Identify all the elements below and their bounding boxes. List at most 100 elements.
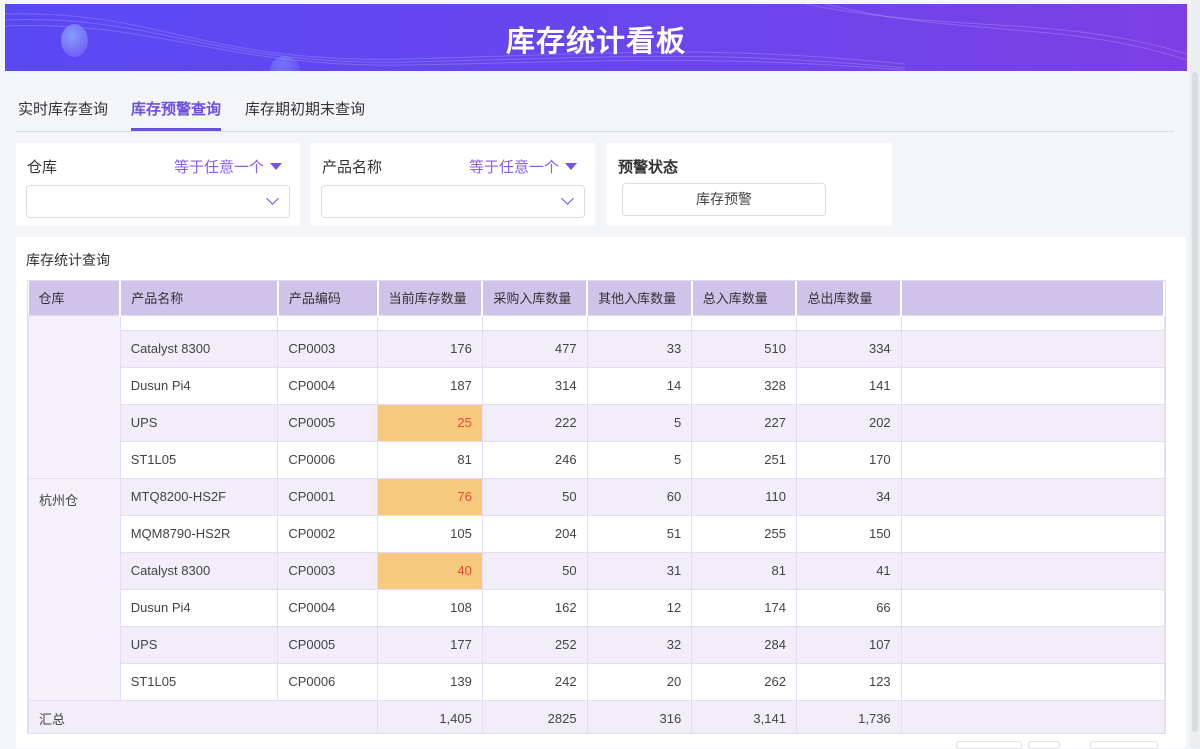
operator-label: 等于任意一个 <box>468 159 559 176</box>
product-name-cell: MQM8790-HS2R <box>119 514 279 553</box>
warehouse-filter: 仓库 等于任意一个 <box>16 143 300 226</box>
table-scroll-area[interactable]: 仓库 产品名称 产品编码 当前库存数量 采购入库数量 其他入库数量 总入库数量 总出库数量 C… <box>27 280 1166 734</box>
purchase-in-cell: 314 <box>481 366 588 405</box>
operator-label: 等于任意一个 <box>173 159 264 176</box>
table-row[interactable]: MQM8790-HS2R CP0002 105 204 51 255 150 <box>29 514 1165 553</box>
product-code-cell: CP0005 <box>277 403 379 442</box>
product-filter: 产品名称 等于任意一个 <box>311 143 595 226</box>
scrollbar-thumb[interactable] <box>1192 72 1198 732</box>
warehouse-select[interactable] <box>26 185 290 218</box>
column-header[interactable]: 仓库 <box>28 281 122 315</box>
warehouse-cell <box>28 314 121 479</box>
tab-period-stock[interactable]: 库存期初期末查询 <box>245 101 366 118</box>
other-in-cell: 51 <box>586 514 693 553</box>
current-stock-cell: 139 <box>377 662 483 701</box>
total-out-cell: 107 <box>795 625 902 664</box>
column-header[interactable]: 其他入库数量 <box>587 281 693 315</box>
product-name-cell: ST1L05 <box>119 662 279 701</box>
filler-cell <box>900 477 1165 516</box>
table-row[interactable]: UPS CP0005 25 222 5 227 202 <box>29 403 1165 442</box>
total-out-cell: 123 <box>795 662 902 701</box>
table-cell <box>119 314 279 331</box>
filter-label: 仓库 <box>27 159 58 176</box>
product-code-cell: CP0004 <box>277 588 379 627</box>
table-cell <box>377 314 483 331</box>
current-stock-cell: 76 <box>377 477 483 516</box>
column-header[interactable]: 产品编码 <box>277 281 379 315</box>
product-select[interactable] <box>321 185 585 218</box>
column-header[interactable]: 总入库数量 <box>691 281 798 315</box>
current-stock-cell: 176 <box>377 329 483 368</box>
table-row[interactable]: UPS CP0005 177 252 32 284 107 <box>29 625 1165 664</box>
total-in-cell: 110 <box>691 477 797 516</box>
column-header[interactable]: 采购入库数量 <box>482 281 589 315</box>
table-row[interactable]: Dusun Pi4 CP0004 187 314 14 328 141 <box>29 366 1165 405</box>
product-name-cell: Catalyst 8300 <box>119 551 279 590</box>
filler-cell <box>900 662 1165 701</box>
purchase-in-cell: 50 <box>481 551 588 590</box>
purchase-in-cell: 246 <box>481 440 588 479</box>
filler-cell <box>900 403 1165 442</box>
column-header[interactable]: 总出库数量 <box>796 281 903 315</box>
stock-table-panel: 库存统计查询 仓库 产品名称 产品编码 当前库存数量 采购入库数量 其他入库数量 总入库数量… <box>16 237 1186 748</box>
total-out-cell: 41 <box>795 551 902 590</box>
table-row[interactable]: Catalyst 8300 CP0003 176 477 33 510 334 <box>29 329 1165 368</box>
stock-alert-button[interactable]: 库存预警 <box>622 183 826 216</box>
filler-cell <box>900 588 1165 627</box>
wave-decoration <box>5 4 1187 71</box>
column-header[interactable]: 产品名称 <box>120 281 279 315</box>
column-header[interactable]: 当前库存数量 <box>377 281 484 315</box>
product-name-cell: ST1L05 <box>119 440 279 479</box>
other-in-cell: 5 <box>586 403 693 442</box>
table-row[interactable]: ST1L05 CP0006 81 246 5 251 170 <box>29 440 1165 479</box>
table-row[interactable]: Dusun Pi4 CP0004 108 162 12 174 66 <box>29 588 1165 627</box>
purchase-in-cell: 477 <box>481 329 588 368</box>
operator-dropdown[interactable]: 等于任意一个 <box>174 156 282 177</box>
purchase-in-cell: 252 <box>481 625 588 664</box>
tab-realtime-stock[interactable]: 实时库存查询 <box>18 101 109 118</box>
current-stock-cell: 187 <box>377 366 483 405</box>
summary-row: 汇总 1,405 2825 316 3,141 1,736 <box>28 699 1165 733</box>
chevron-down-icon <box>561 192 574 205</box>
filter-label: 预警状态 <box>618 159 679 176</box>
table-cell <box>691 314 797 331</box>
total-out-cell: 34 <box>795 477 902 516</box>
table-row[interactable]: 杭州仓 MTQ8200-HS2F CP0001 76 50 60 110 34 <box>28 477 1165 701</box>
bubble-decoration <box>61 24 88 57</box>
alert-status-filter: 预警状态 库存预警 <box>607 143 892 226</box>
current-stock-cell: 108 <box>377 588 483 627</box>
other-in-cell: 5 <box>586 440 693 479</box>
current-stock-cell: 25 <box>377 403 483 442</box>
total-in-cell: 328 <box>691 366 797 405</box>
summary-label: 汇总 <box>28 699 379 733</box>
total-out-cell: 141 <box>795 366 902 405</box>
column-header-filler <box>901 281 1165 315</box>
filter-label: 产品名称 <box>322 159 383 176</box>
filler-cell <box>900 440 1165 479</box>
page-title: 库存统计看板 <box>505 26 686 58</box>
total-in-cell: 284 <box>691 625 797 664</box>
filler-cell <box>900 699 1165 733</box>
total-in-cell: 262 <box>691 662 797 701</box>
total-in-cell: 255 <box>691 514 797 553</box>
current-stock-cell: 177 <box>377 625 483 664</box>
current-stock-cell: 81 <box>377 440 483 479</box>
table-row[interactable]: Catalyst 8300 CP0003 40 50 31 81 41 <box>29 551 1165 590</box>
total-out-cell: 150 <box>795 514 902 553</box>
purchase-in-cell: 162 <box>481 588 588 627</box>
tab-stock-alert[interactable]: 库存预警查询 <box>131 98 222 131</box>
product-name-cell: Dusun Pi4 <box>119 588 279 627</box>
total-in-cell: 227 <box>691 403 797 442</box>
table-row[interactable]: ST1L05 CP0006 139 242 20 262 123 <box>29 662 1165 701</box>
total-in-cell: 81 <box>691 551 797 590</box>
other-in-cell: 60 <box>586 477 693 516</box>
filler-cell <box>900 551 1165 590</box>
purchase-in-cell: 50 <box>481 477 588 516</box>
page-scrollbar[interactable] <box>1190 0 1200 748</box>
table-cell <box>277 314 379 331</box>
operator-dropdown[interactable]: 等于任意一个 <box>469 156 577 177</box>
summary-value: 316 <box>586 699 693 733</box>
total-in-cell: 174 <box>691 588 797 627</box>
summary-value: 3,141 <box>691 699 797 733</box>
total-out-cell: 170 <box>795 440 902 479</box>
